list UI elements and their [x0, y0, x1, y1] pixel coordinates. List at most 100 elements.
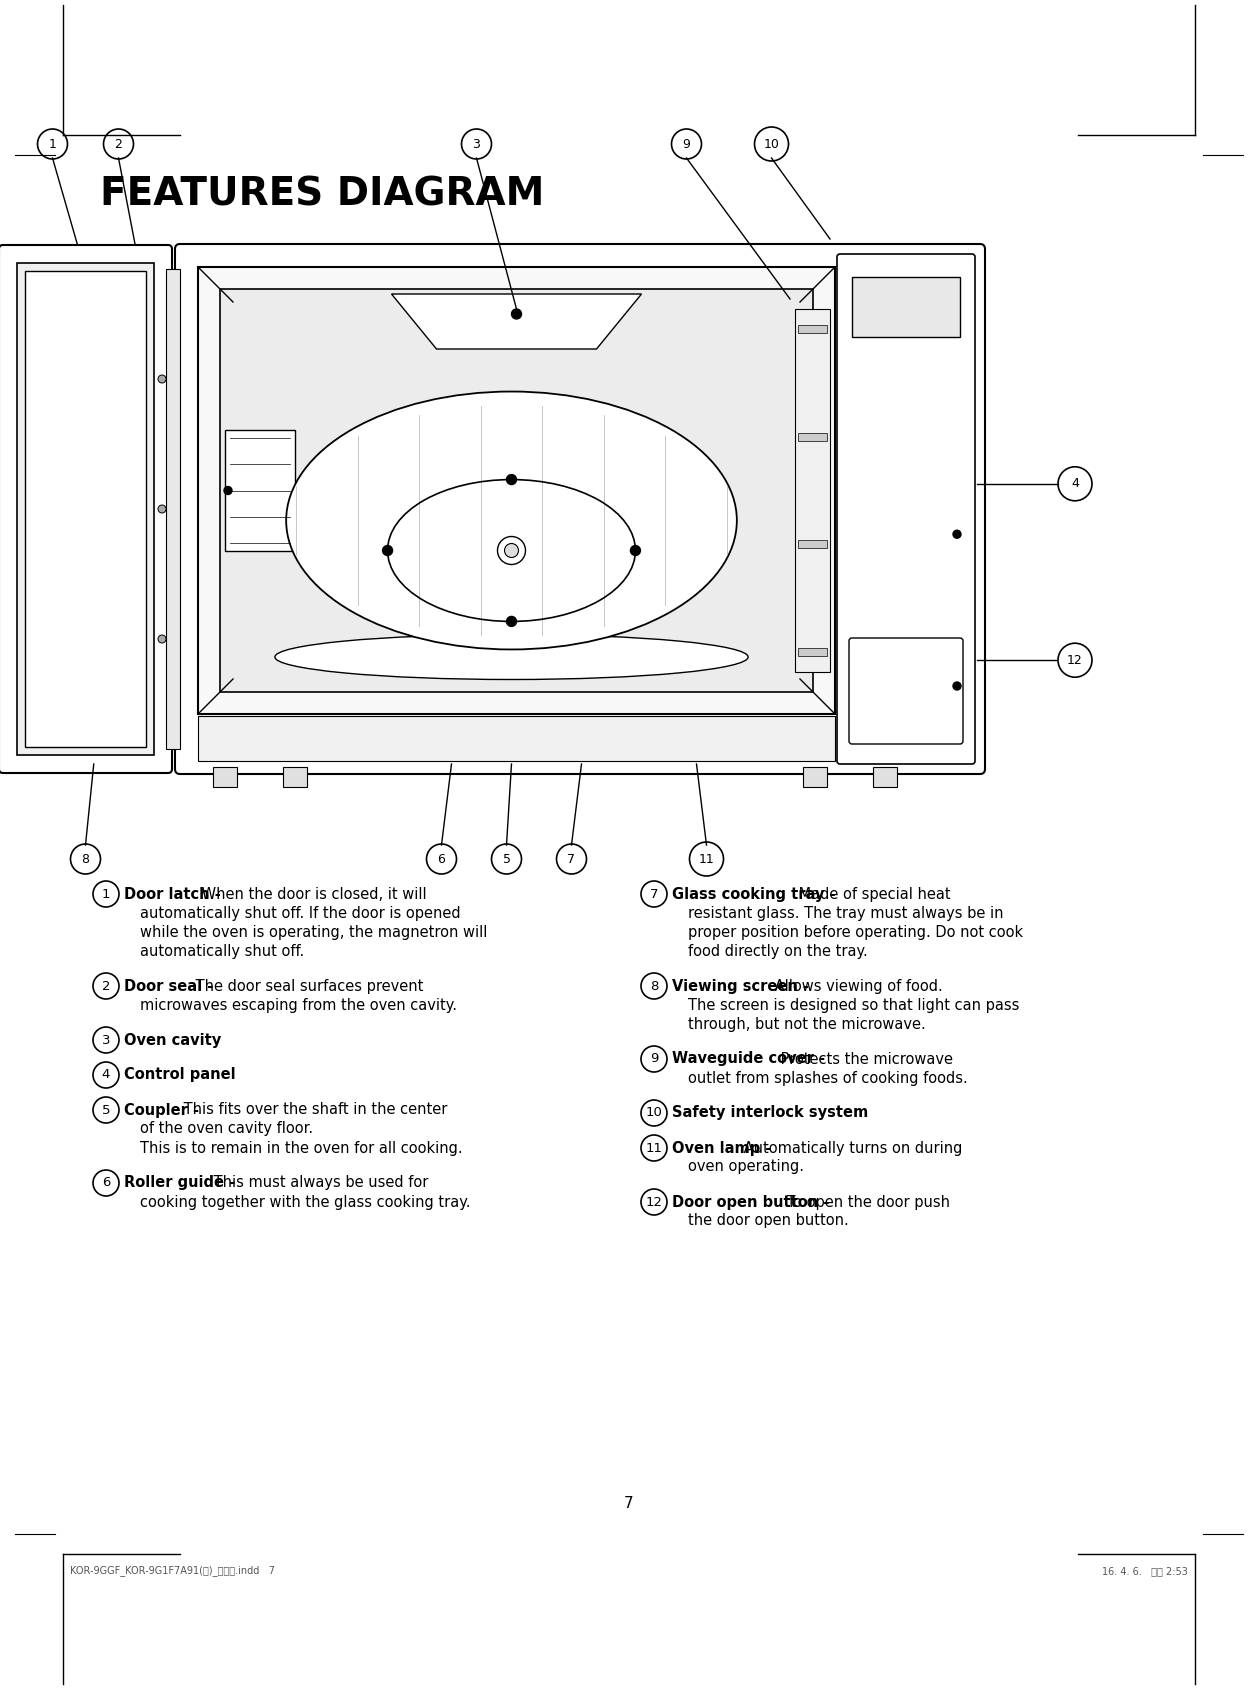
FancyBboxPatch shape [225, 431, 294, 551]
Text: the door open button.: the door open button. [688, 1213, 849, 1228]
Text: 7: 7 [624, 1496, 634, 1512]
FancyBboxPatch shape [798, 649, 827, 655]
Text: 9: 9 [683, 137, 691, 150]
Text: Viewing screen -: Viewing screen - [672, 978, 809, 993]
Text: Waveguide cover -: Waveguide cover - [672, 1052, 825, 1066]
Circle shape [630, 546, 640, 556]
Text: Door open button -: Door open button - [672, 1194, 829, 1209]
Text: 5: 5 [102, 1103, 111, 1116]
Text: Oven lamp -: Oven lamp - [672, 1140, 771, 1155]
FancyBboxPatch shape [0, 245, 172, 774]
FancyBboxPatch shape [837, 253, 975, 763]
Text: automatically shut off.: automatically shut off. [140, 944, 304, 958]
Text: 2: 2 [102, 980, 111, 993]
Circle shape [507, 616, 517, 627]
Text: outlet from splashes of cooking foods.: outlet from splashes of cooking foods. [688, 1071, 967, 1086]
Circle shape [159, 505, 166, 513]
Text: Made of special heat: Made of special heat [794, 887, 951, 902]
FancyBboxPatch shape [25, 270, 146, 747]
Text: oven operating.: oven operating. [688, 1160, 804, 1174]
Text: 1: 1 [49, 137, 57, 150]
Text: 2: 2 [114, 137, 122, 150]
FancyBboxPatch shape [220, 289, 813, 692]
Ellipse shape [286, 392, 737, 650]
Text: 6: 6 [102, 1177, 111, 1189]
Text: 12: 12 [645, 1196, 663, 1209]
FancyBboxPatch shape [873, 767, 897, 787]
Text: resistant glass. The tray must always be in: resistant glass. The tray must always be… [688, 905, 1004, 921]
Text: Safety interlock system: Safety interlock system [672, 1106, 868, 1120]
FancyBboxPatch shape [795, 309, 830, 672]
Text: while the oven is operating, the magnetron will: while the oven is operating, the magnetr… [140, 924, 487, 939]
Text: KOR-9GGF_KOR-9G1F7A91(영)_규격용.indd   7: KOR-9GGF_KOR-9G1F7A91(영)_규격용.indd 7 [70, 1566, 276, 1576]
Text: Glass cooking tray -: Glass cooking tray - [672, 887, 835, 902]
FancyBboxPatch shape [18, 263, 153, 755]
Text: 8: 8 [650, 980, 658, 993]
FancyBboxPatch shape [852, 277, 960, 338]
Text: 16. 4. 6.   오후 2:53: 16. 4. 6. 오후 2:53 [1102, 1566, 1188, 1576]
Text: 4: 4 [1071, 478, 1079, 490]
Text: 11: 11 [698, 853, 715, 865]
Text: Allows viewing of food.: Allows viewing of food. [770, 978, 942, 993]
Circle shape [507, 475, 517, 485]
Text: 4: 4 [102, 1069, 111, 1081]
Text: cooking together with the glass cooking tray.: cooking together with the glass cooking … [140, 1194, 470, 1209]
Text: Oven cavity: Oven cavity [125, 1032, 221, 1047]
FancyBboxPatch shape [849, 638, 964, 743]
Text: through, but not the microwave.: through, but not the microwave. [688, 1017, 926, 1032]
Text: The screen is designed so that light can pass: The screen is designed so that light can… [688, 998, 1019, 1012]
FancyBboxPatch shape [175, 243, 985, 774]
Text: This is to remain in the oven for all cooking.: This is to remain in the oven for all co… [140, 1140, 463, 1155]
Circle shape [224, 486, 231, 495]
Text: This fits over the shaft in the center: This fits over the shaft in the center [179, 1103, 448, 1118]
Text: When the door is closed, it will: When the door is closed, it will [198, 887, 426, 902]
Text: microwaves escaping from the oven cavity.: microwaves escaping from the oven cavity… [140, 998, 457, 1012]
FancyBboxPatch shape [803, 767, 827, 787]
Text: 3: 3 [473, 137, 481, 150]
Text: 11: 11 [645, 1142, 663, 1155]
Circle shape [382, 546, 392, 556]
Text: 9: 9 [650, 1052, 658, 1066]
Text: 1: 1 [102, 887, 111, 900]
Text: 7: 7 [649, 887, 658, 900]
Text: 10: 10 [764, 137, 780, 150]
Text: of the oven cavity floor.: of the oven cavity floor. [140, 1121, 313, 1137]
Circle shape [512, 309, 522, 319]
Text: To open the door push: To open the door push [781, 1194, 950, 1209]
Text: Control panel: Control panel [125, 1067, 235, 1083]
Text: 6: 6 [438, 853, 445, 865]
Text: Protects the microwave: Protects the microwave [776, 1052, 952, 1066]
FancyBboxPatch shape [283, 767, 307, 787]
Text: The door seal surfaces prevent: The door seal surfaces prevent [191, 978, 424, 993]
Text: 12: 12 [1067, 654, 1083, 667]
Text: Door seal -: Door seal - [125, 978, 214, 993]
FancyBboxPatch shape [213, 767, 237, 787]
Polygon shape [391, 294, 642, 350]
Text: 10: 10 [645, 1106, 663, 1120]
Circle shape [497, 537, 526, 564]
Text: automatically shut off. If the door is opened: automatically shut off. If the door is o… [140, 905, 460, 921]
FancyBboxPatch shape [798, 540, 827, 549]
Text: This must always be used for: This must always be used for [209, 1176, 429, 1191]
Text: 8: 8 [82, 853, 89, 865]
Text: FEATURES DIAGRAM: FEATURES DIAGRAM [99, 176, 545, 213]
Ellipse shape [276, 635, 749, 679]
FancyBboxPatch shape [166, 269, 180, 748]
FancyBboxPatch shape [198, 267, 835, 714]
Circle shape [954, 530, 961, 539]
Circle shape [159, 635, 166, 644]
Text: Roller guide -: Roller guide - [125, 1176, 235, 1191]
Circle shape [159, 375, 166, 383]
FancyBboxPatch shape [798, 432, 827, 441]
Text: 7: 7 [567, 853, 575, 865]
FancyBboxPatch shape [198, 716, 835, 762]
FancyBboxPatch shape [798, 324, 827, 333]
Text: proper position before operating. Do not cook: proper position before operating. Do not… [688, 924, 1023, 939]
Text: 3: 3 [102, 1034, 111, 1047]
Text: 5: 5 [502, 853, 511, 865]
Circle shape [954, 682, 961, 691]
Circle shape [504, 544, 518, 557]
Text: Automatically turns on during: Automatically turns on during [740, 1140, 962, 1155]
Text: Coupler -: Coupler - [125, 1103, 199, 1118]
Text: food directly on the tray.: food directly on the tray. [688, 944, 868, 958]
